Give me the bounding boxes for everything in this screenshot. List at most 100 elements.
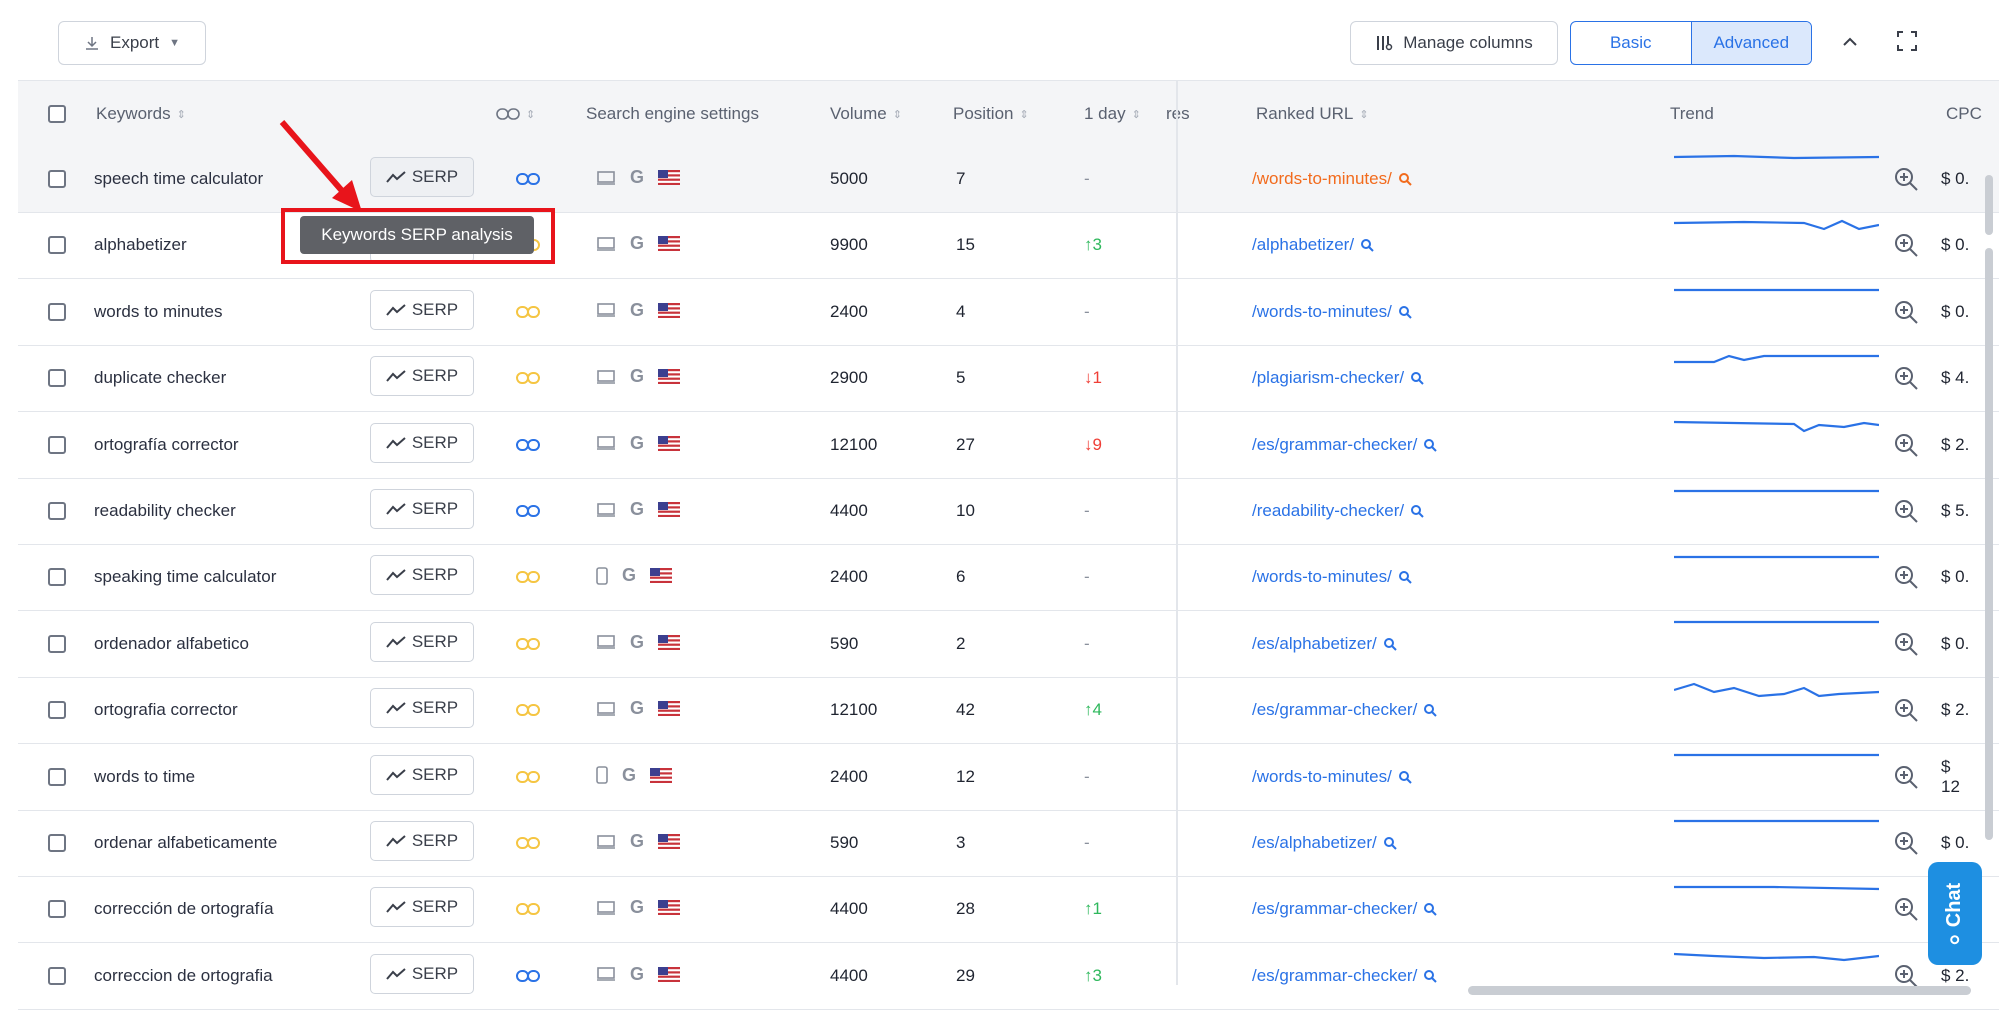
keyword-cell[interactable]: correccion de ortografia [94,965,273,985]
serp-button[interactable]: SERP [370,422,474,463]
serp-button[interactable]: SERP [370,289,474,330]
link-icon[interactable] [515,964,541,988]
keyword-cell[interactable]: corrección de ortografía [94,899,274,919]
zoom-in-icon[interactable] [1893,432,1919,458]
advanced-view-button[interactable]: Advanced [1690,22,1811,64]
search-icon[interactable] [1423,969,1438,983]
search-icon[interactable] [1383,836,1397,850]
link-icon[interactable] [515,632,541,656]
search-icon[interactable] [1423,438,1438,452]
select-all-checkbox[interactable] [48,105,66,123]
serp-button[interactable]: SERP [370,621,474,662]
link-icon[interactable] [515,831,541,855]
col-position[interactable]: Position ⇕ [953,81,1029,147]
ranked-url-link[interactable]: /words-to-minutes/ [1252,744,1412,810]
manage-columns-button[interactable]: Manage columns [1350,21,1558,65]
horizontal-scrollbar-thumb[interactable] [1468,986,1971,995]
keyword-cell[interactable]: ordenador alfabetico [94,633,250,653]
row-checkbox[interactable] [48,302,66,321]
fullscreen-icon[interactable] [1896,30,1920,54]
serp-button[interactable]: SERP [370,356,474,397]
zoom-in-icon[interactable] [1893,365,1919,391]
ranked-url-link[interactable]: /es/grammar-checker/ [1252,677,1438,743]
ranked-url-link[interactable]: /es/grammar-checker/ [1252,876,1438,942]
zoom-in-icon[interactable] [1893,299,1919,325]
serp-button[interactable]: SERP [370,157,474,197]
vertical-scrollbar-thumb-top[interactable] [1985,175,1993,235]
basic-view-button[interactable]: Basic [1609,33,1652,52]
row-checkbox[interactable] [48,236,66,255]
keyword-cell[interactable]: readability checker [94,501,236,520]
row-checkbox[interactable] [48,701,66,720]
zoom-in-icon[interactable] [1893,631,1919,657]
keyword-cell[interactable]: speech time calculator [94,169,264,188]
zoom-in-icon[interactable] [1893,564,1919,590]
serp-button[interactable]: SERP [370,754,474,795]
ranked-url-link[interactable]: /words-to-minutes/ [1252,544,1412,610]
search-icon[interactable] [1398,570,1412,585]
serp-button[interactable]: SERP [370,821,474,861]
keyword-cell[interactable]: speaking time calculator [94,567,277,587]
ranked-url-link[interactable]: /es/alphabetizer/ [1252,810,1397,876]
row-checkbox[interactable] [48,834,66,852]
chat-button[interactable]: Chat [1928,862,1982,965]
row-checkbox[interactable] [48,502,66,520]
link-icon[interactable] [515,433,541,457]
col-ranked-url[interactable]: Ranked URL ⇕ [1256,81,1369,147]
row-checkbox[interactable] [48,900,66,919]
search-icon[interactable] [1423,902,1438,917]
export-button[interactable]: Export ▼ [58,21,206,65]
ranked-url-link[interactable]: /plagiarism-checker/ [1252,345,1424,411]
ranked-url-link[interactable]: /readability-checker/ [1252,478,1424,544]
link-icon[interactable] [515,366,541,390]
row-checkbox[interactable] [48,369,66,388]
zoom-in-icon[interactable] [1893,764,1919,790]
link-icon[interactable] [515,698,541,722]
zoom-in-icon[interactable] [1893,697,1919,723]
search-icon[interactable] [1410,371,1424,385]
keyword-cell[interactable]: ortografía corrector [94,434,239,454]
col-keywords[interactable]: Keywords ⇕ [96,81,186,147]
zoom-in-icon[interactable] [1893,166,1919,192]
keyword-cell[interactable]: ordenar alfabeticamente [94,833,278,852]
link-icon[interactable] [515,565,541,589]
link-icon[interactable] [515,167,541,191]
keyword-cell[interactable]: ortografia corrector [94,700,238,720]
col-volume[interactable]: Volume ⇕ [830,81,902,147]
chevron-up-icon[interactable] [1838,30,1862,54]
ranked-url-link[interactable]: /es/grammar-checker/ [1252,412,1438,478]
zoom-in-icon[interactable] [1893,896,1919,922]
search-icon[interactable] [1398,305,1412,319]
zoom-in-icon[interactable] [1893,498,1919,524]
search-icon[interactable] [1423,703,1438,717]
row-checkbox[interactable] [48,170,66,188]
link-icon[interactable] [515,300,541,324]
zoom-in-icon[interactable] [1893,830,1919,856]
row-checkbox[interactable] [48,435,66,454]
ranked-url-link[interactable]: /alphabetizer/ [1252,212,1374,278]
zoom-in-icon[interactable] [1893,232,1919,258]
keyword-cell[interactable]: duplicate checker [94,368,227,388]
search-icon[interactable] [1410,504,1424,518]
ranked-url-link[interactable]: /words-to-minutes/ [1252,279,1412,345]
row-checkbox[interactable] [48,634,66,653]
ranked-url-link[interactable]: /words-to-minutes/ [1252,146,1412,212]
ranked-url-link[interactable]: /es/grammar-checker/ [1252,943,1438,1009]
vertical-scrollbar-thumb[interactable] [1985,248,1993,840]
serp-button[interactable]: SERP [370,555,474,596]
search-icon[interactable] [1360,238,1374,253]
serp-button[interactable]: SERP [370,489,474,529]
link-icon[interactable] [515,499,541,523]
search-icon[interactable] [1398,770,1412,784]
zoom-in-icon[interactable] [1893,963,1919,989]
keyword-cell[interactable]: words to minutes [94,301,223,321]
serp-button[interactable]: SERP [370,953,474,994]
row-checkbox[interactable] [48,568,66,587]
link-icon[interactable] [515,765,541,789]
link-icon[interactable] [515,897,541,921]
ranked-url-link[interactable]: /es/alphabetizer/ [1252,611,1397,677]
search-icon[interactable] [1398,172,1412,186]
search-icon[interactable] [1383,637,1397,651]
keyword-cell[interactable]: alphabetizer [94,235,187,255]
col-one-day[interactable]: 1 day ⇕ [1084,81,1141,147]
